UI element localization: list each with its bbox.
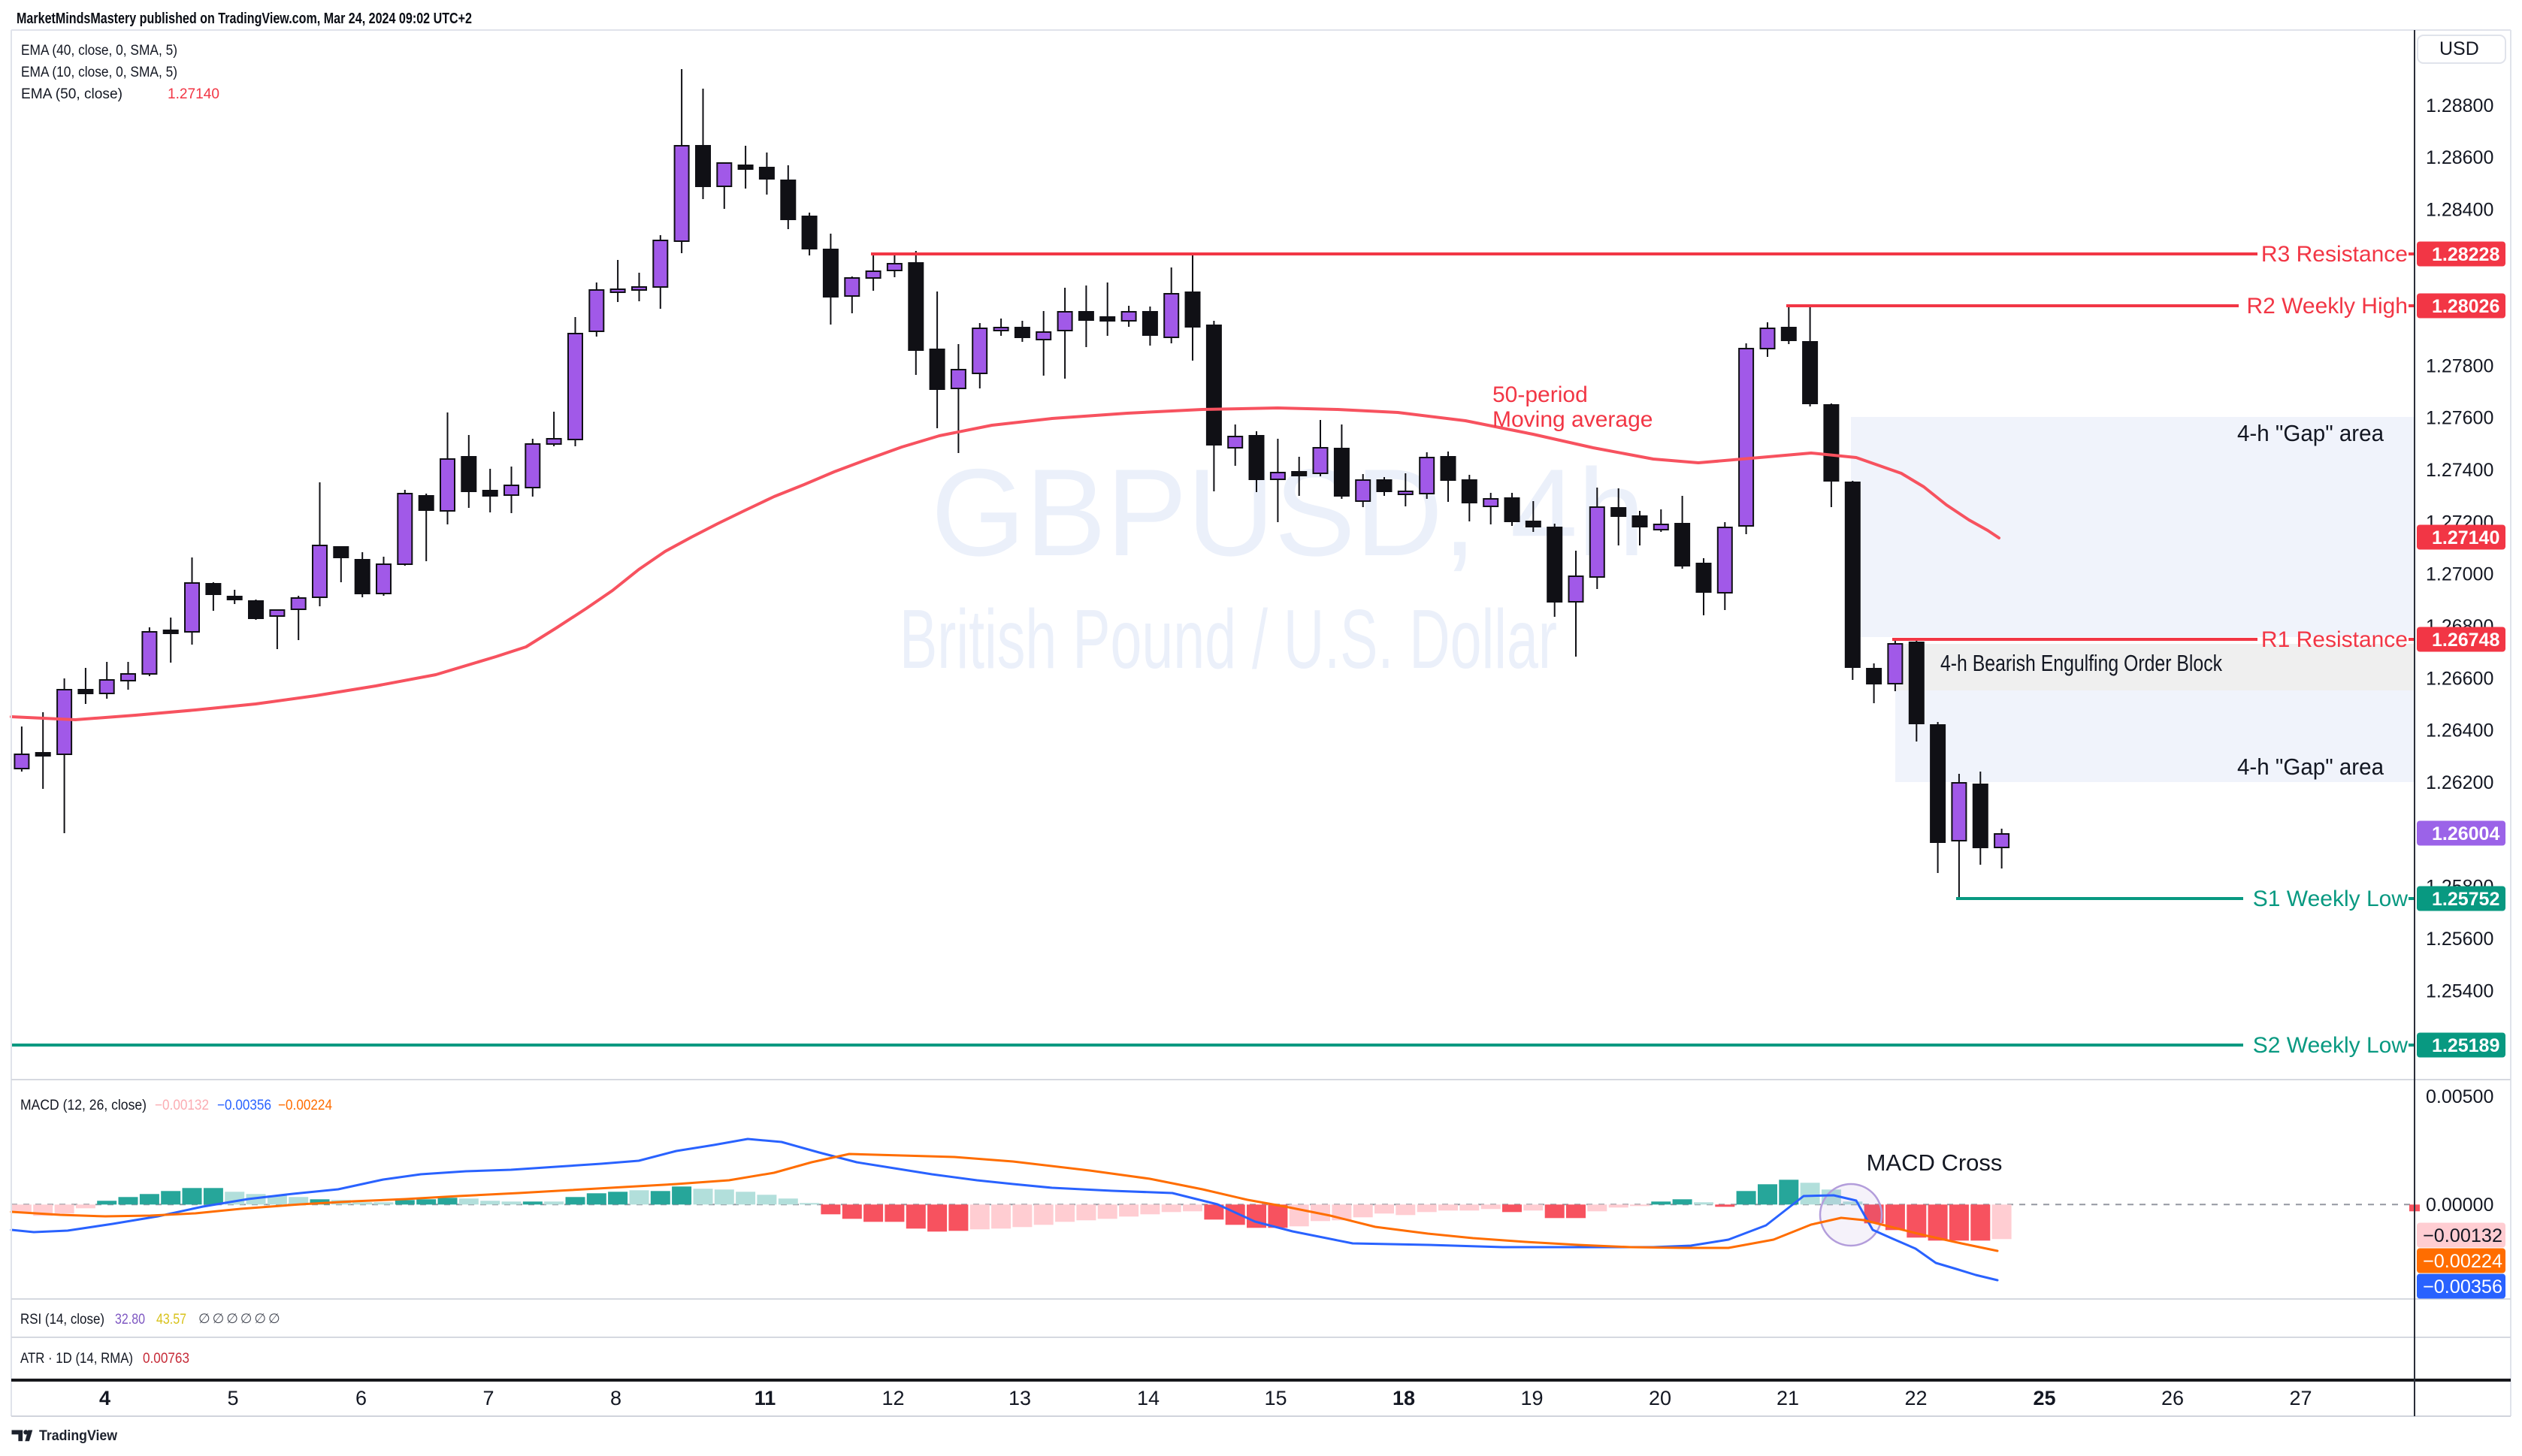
svg-text:0.00500: 0.00500 xyxy=(2426,1086,2493,1107)
svg-text:5: 5 xyxy=(227,1387,238,1409)
svg-text:EMA (10, close, 0, SMA, 5): EMA (10, close, 0, SMA, 5) xyxy=(21,65,177,80)
svg-text:32.80: 32.80 xyxy=(115,1312,145,1328)
svg-text:1.25400: 1.25400 xyxy=(2426,980,2493,1001)
svg-text:−0.00356: −0.00356 xyxy=(2423,1276,2502,1297)
svg-text:13: 13 xyxy=(1008,1387,1031,1409)
svg-text:−0.00132: −0.00132 xyxy=(155,1098,209,1113)
svg-text:15: 15 xyxy=(1264,1387,1287,1409)
svg-text:EMA (40, close, 0, SMA, 5): EMA (40, close, 0, SMA, 5) xyxy=(21,43,177,59)
svg-text:MACD (12, 26, close): MACD (12, 26, close) xyxy=(20,1098,147,1113)
svg-text:1.26400: 1.26400 xyxy=(2426,720,2493,742)
svg-text:1.26748: 1.26748 xyxy=(2432,630,2499,651)
svg-text:∅: ∅ xyxy=(198,1311,210,1326)
svg-text:GBPUSD, 4h: GBPUSD, 4h xyxy=(931,443,1645,581)
svg-text:20: 20 xyxy=(1649,1387,1671,1409)
svg-text:Moving average: Moving average xyxy=(1492,407,1653,432)
svg-text:1.27800: 1.27800 xyxy=(2426,355,2493,376)
svg-text:−0.00132: −0.00132 xyxy=(2423,1225,2502,1246)
svg-text:18: 18 xyxy=(1393,1387,1415,1409)
svg-text:S2 Weekly Low: S2 Weekly Low xyxy=(2253,1033,2409,1058)
svg-text:22: 22 xyxy=(1904,1387,1927,1409)
svg-text:50-period: 50-period xyxy=(1492,382,1588,407)
svg-text:1.25752: 1.25752 xyxy=(2432,889,2499,910)
svg-text:8: 8 xyxy=(610,1387,621,1409)
svg-text:1.27400: 1.27400 xyxy=(2426,460,2493,481)
svg-text:1.28026: 1.28026 xyxy=(2432,296,2499,317)
svg-text:1.27000: 1.27000 xyxy=(2426,564,2493,585)
svg-text:∅: ∅ xyxy=(226,1311,238,1326)
svg-text:26: 26 xyxy=(2161,1387,2184,1409)
svg-text:−0.00224: −0.00224 xyxy=(2423,1251,2502,1272)
svg-text:R2 Weekly High: R2 Weekly High xyxy=(2246,294,2408,319)
svg-text:43.57: 43.57 xyxy=(156,1312,186,1328)
svg-text:1.27140: 1.27140 xyxy=(2432,527,2499,548)
svg-text:1.25600: 1.25600 xyxy=(2426,929,2493,950)
svg-text:6: 6 xyxy=(355,1387,367,1409)
svg-text:1.26600: 1.26600 xyxy=(2426,668,2493,689)
svg-text:0.00000: 0.00000 xyxy=(2426,1195,2493,1216)
svg-text:11: 11 xyxy=(754,1387,776,1409)
svg-text:∅: ∅ xyxy=(213,1311,225,1326)
svg-text:4: 4 xyxy=(99,1387,110,1409)
svg-text:ATR · 1D (14, RMA): ATR · 1D (14, RMA) xyxy=(20,1351,133,1367)
svg-text:4-h "Gap" area: 4-h "Gap" area xyxy=(2237,420,2384,446)
svg-text:27: 27 xyxy=(2289,1387,2312,1409)
svg-text:25: 25 xyxy=(2033,1387,2055,1409)
svg-text:∅: ∅ xyxy=(240,1311,253,1326)
svg-text:19: 19 xyxy=(1520,1387,1543,1409)
svg-text:21: 21 xyxy=(1777,1387,1799,1409)
svg-text:RSI (14, close): RSI (14, close) xyxy=(20,1312,104,1328)
svg-text:1.27140: 1.27140 xyxy=(168,86,219,102)
svg-text:12: 12 xyxy=(881,1387,904,1409)
svg-text:S1 Weekly Low: S1 Weekly Low xyxy=(2253,887,2409,911)
svg-text:R1 Resistance: R1 Resistance xyxy=(2261,627,2408,652)
svg-text:EMA (50, close): EMA (50, close) xyxy=(21,86,122,102)
svg-text:0.00763: 0.00763 xyxy=(143,1351,189,1367)
svg-text:∅: ∅ xyxy=(254,1311,266,1326)
svg-text:4-h Bearish Engulfing Order Bl: 4-h Bearish Engulfing Order Block xyxy=(1940,650,2222,676)
svg-text:1.28400: 1.28400 xyxy=(2426,200,2493,221)
svg-text:MACD Cross: MACD Cross xyxy=(1867,1149,2003,1176)
svg-text:British Pound / U.S. Dollar: British Pound / U.S. Dollar xyxy=(900,593,1557,686)
svg-text:7: 7 xyxy=(482,1387,494,1409)
svg-text:1.26004: 1.26004 xyxy=(2432,823,2499,844)
svg-text:1.27600: 1.27600 xyxy=(2426,408,2493,429)
svg-text:−0.00356: −0.00356 xyxy=(217,1098,271,1113)
svg-text:USD: USD xyxy=(2439,38,2479,59)
svg-text:∅: ∅ xyxy=(268,1311,280,1326)
svg-text:MarketMindsMastery published o: MarketMindsMastery published on TradingV… xyxy=(17,11,472,27)
svg-text:4-h "Gap" area: 4-h "Gap" area xyxy=(2237,754,2384,780)
svg-text:1.28800: 1.28800 xyxy=(2426,95,2493,116)
svg-text:14: 14 xyxy=(1137,1387,1160,1409)
svg-text:1.28600: 1.28600 xyxy=(2426,147,2493,168)
svg-text:TradingView: TradingView xyxy=(39,1427,118,1444)
svg-text:R3 Resistance: R3 Resistance xyxy=(2261,242,2408,267)
svg-text:1.26200: 1.26200 xyxy=(2426,772,2493,793)
svg-text:1.28228: 1.28228 xyxy=(2432,244,2499,265)
svg-text:−0.00224: −0.00224 xyxy=(278,1098,332,1113)
svg-text:1.25189: 1.25189 xyxy=(2432,1035,2499,1056)
